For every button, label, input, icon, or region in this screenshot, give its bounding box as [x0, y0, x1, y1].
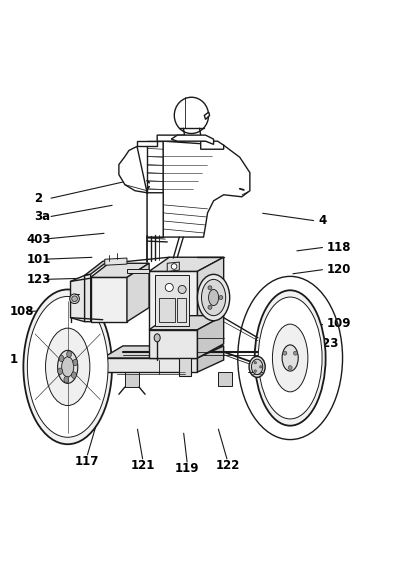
Ellipse shape [59, 355, 64, 362]
Polygon shape [159, 298, 175, 322]
Polygon shape [127, 264, 149, 322]
Polygon shape [149, 316, 224, 330]
Polygon shape [71, 275, 85, 322]
Circle shape [165, 284, 173, 292]
Text: 123: 123 [26, 273, 50, 286]
Polygon shape [197, 316, 224, 358]
Ellipse shape [174, 97, 209, 133]
Circle shape [288, 366, 292, 370]
Ellipse shape [282, 345, 298, 371]
Ellipse shape [255, 291, 326, 426]
Text: 122: 122 [216, 460, 240, 473]
Circle shape [283, 351, 287, 355]
Polygon shape [157, 135, 185, 141]
Circle shape [208, 286, 212, 290]
Polygon shape [103, 358, 197, 372]
Ellipse shape [202, 279, 226, 316]
Polygon shape [171, 135, 214, 144]
Text: 108: 108 [10, 305, 35, 318]
Ellipse shape [66, 351, 71, 357]
Ellipse shape [251, 359, 263, 375]
Polygon shape [85, 261, 109, 275]
Circle shape [254, 362, 256, 364]
Circle shape [70, 294, 79, 303]
Circle shape [208, 305, 212, 309]
Polygon shape [167, 262, 179, 271]
Text: 3a: 3a [34, 210, 50, 224]
Text: 403: 403 [26, 232, 51, 245]
Ellipse shape [209, 289, 218, 306]
Text: 120: 120 [326, 263, 351, 276]
Polygon shape [85, 274, 91, 322]
Circle shape [293, 351, 297, 355]
Polygon shape [127, 268, 149, 274]
Ellipse shape [23, 289, 112, 444]
Ellipse shape [71, 372, 76, 379]
Polygon shape [149, 271, 197, 330]
Polygon shape [91, 278, 127, 322]
Ellipse shape [272, 324, 308, 392]
Ellipse shape [58, 368, 62, 375]
Polygon shape [137, 141, 157, 146]
Polygon shape [179, 358, 191, 376]
Ellipse shape [249, 356, 265, 377]
Polygon shape [201, 141, 224, 149]
Polygon shape [125, 372, 139, 387]
Circle shape [219, 295, 223, 299]
Ellipse shape [27, 296, 108, 437]
Circle shape [72, 296, 77, 302]
Polygon shape [103, 346, 224, 358]
Polygon shape [105, 258, 127, 265]
Text: 121: 121 [131, 460, 155, 473]
Circle shape [178, 285, 186, 294]
Text: 117: 117 [75, 455, 99, 468]
Circle shape [254, 370, 256, 372]
Polygon shape [177, 298, 186, 322]
Ellipse shape [73, 359, 78, 366]
Text: 2: 2 [34, 193, 42, 205]
Ellipse shape [64, 376, 69, 383]
Polygon shape [204, 112, 210, 119]
Ellipse shape [258, 297, 322, 419]
Ellipse shape [46, 328, 90, 406]
Text: 109: 109 [326, 317, 351, 330]
Polygon shape [197, 346, 224, 372]
Text: 123: 123 [314, 338, 339, 350]
Polygon shape [163, 141, 250, 237]
Polygon shape [119, 146, 163, 237]
Polygon shape [147, 141, 163, 237]
Polygon shape [149, 257, 224, 271]
Ellipse shape [62, 357, 74, 377]
Polygon shape [149, 330, 197, 358]
Polygon shape [155, 275, 189, 326]
Ellipse shape [154, 334, 160, 342]
Circle shape [260, 366, 262, 368]
Text: 119: 119 [175, 463, 199, 475]
Text: 1: 1 [10, 353, 18, 366]
Polygon shape [91, 264, 149, 278]
Ellipse shape [197, 274, 230, 321]
Polygon shape [197, 257, 224, 330]
Text: 118: 118 [326, 241, 351, 254]
Text: 4: 4 [318, 214, 326, 227]
Ellipse shape [58, 350, 78, 383]
Text: 101: 101 [26, 253, 50, 266]
Polygon shape [218, 372, 232, 386]
Circle shape [171, 264, 177, 269]
